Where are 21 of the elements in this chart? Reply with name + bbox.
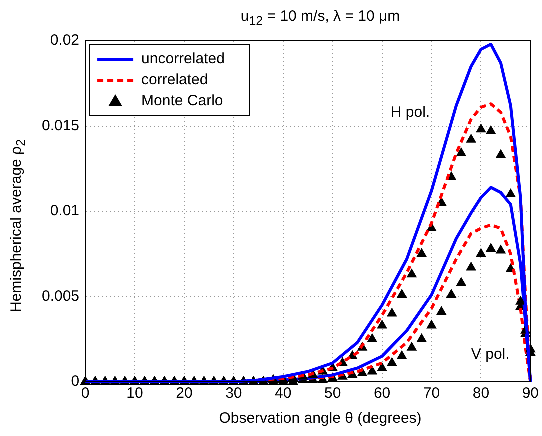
legend-label: correlated [142, 72, 208, 89]
x-tick-label: 90 [522, 385, 539, 402]
y-tick-label: 0.01 [50, 202, 80, 220]
x-tick-label: 60 [374, 385, 391, 402]
x-tick-label: 20 [176, 385, 193, 402]
x-tick-label: 10 [126, 385, 144, 402]
y-tick-label: 0 [71, 373, 80, 390]
legend-label: uncorrelated [142, 50, 225, 68]
annotation: V pol. [471, 346, 510, 363]
chart-title: u$_{12}$ = 10 m/s, λ = 10 μm [240, 8, 402, 28]
x-tick-label: 40 [275, 385, 292, 402]
legend-label: Monte Carlo [142, 92, 224, 110]
annotation: H pol. [390, 104, 430, 121]
y-tick-label: 0.02 [50, 32, 80, 50]
y-tick-label: 0.015 [42, 117, 80, 134]
x-tick-label: 80 [472, 385, 490, 402]
x-tick-label: 30 [226, 385, 242, 402]
y-tick-label: 0.005 [42, 288, 80, 305]
x-tick-label: 70 [423, 385, 440, 402]
x-axis-title: Observation angle θ (degrees) [218, 410, 423, 427]
x-tick-label: 50 [324, 385, 342, 402]
